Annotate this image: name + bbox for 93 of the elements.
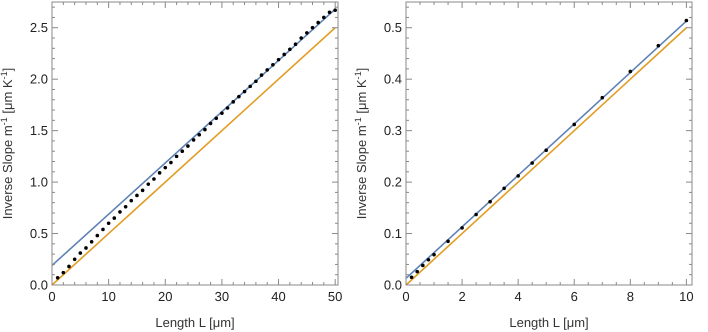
point [254, 79, 258, 84]
point [135, 194, 139, 198]
point [158, 171, 162, 175]
point [90, 240, 94, 244]
y-tick-label: 0.3 [384, 123, 402, 138]
y-tick-label: 0.2 [384, 174, 402, 190]
x-tick-label: 10 [679, 289, 694, 304]
point [84, 246, 88, 250]
y-tick-label: 0.0 [384, 278, 402, 292]
y-tick-label: 0.4 [384, 72, 402, 87]
point [231, 100, 236, 104]
point [294, 42, 298, 46]
point [415, 270, 420, 274]
point [322, 16, 326, 20]
x-axis-title: Length L [μm] [509, 315, 589, 330]
point [242, 90, 246, 94]
y-tick-label: 0.5 [384, 20, 402, 36]
point [600, 96, 604, 100]
x-tick-label: 50 [328, 289, 342, 304]
point [214, 116, 218, 120]
point [432, 252, 436, 256]
point [106, 221, 110, 226]
point [226, 106, 230, 110]
x-tick-label: 4 [514, 289, 522, 304]
point [152, 177, 156, 181]
point [271, 62, 275, 67]
point [488, 200, 492, 204]
point [288, 48, 292, 52]
y-tick-label: 1.5 [30, 123, 48, 138]
point [282, 52, 286, 56]
point [197, 132, 202, 137]
y-tick-label: 2.5 [30, 20, 48, 36]
point [310, 26, 314, 30]
point [112, 216, 116, 220]
point [656, 44, 660, 48]
x-tick-label: 0 [48, 289, 56, 304]
x-tick-label: 2 [458, 289, 466, 304]
point [124, 204, 128, 209]
point [516, 174, 520, 178]
point [572, 122, 576, 126]
point [276, 58, 280, 62]
x-tick-label: 40 [271, 289, 286, 304]
point [140, 188, 144, 192]
point [203, 128, 207, 132]
point [237, 94, 241, 98]
point [248, 84, 252, 88]
point [192, 138, 196, 142]
point [163, 166, 168, 170]
point [684, 18, 688, 22]
point [118, 210, 122, 214]
point [220, 111, 224, 115]
point [72, 257, 76, 262]
point [426, 258, 430, 262]
x-tick-label: 8 [626, 289, 634, 304]
point [67, 264, 71, 268]
x-tick-label: 30 [214, 289, 230, 304]
y-tick-label: 0.0 [30, 278, 48, 292]
point [78, 251, 82, 255]
point [101, 228, 105, 232]
x-tick-label: 6 [570, 289, 578, 304]
point [129, 198, 134, 202]
point [446, 239, 450, 244]
point [169, 160, 173, 164]
point [146, 182, 150, 186]
y-tick-label: 0.1 [384, 226, 402, 242]
point [544, 148, 548, 152]
point [421, 264, 425, 268]
point [628, 70, 632, 74]
point [96, 234, 100, 238]
point [316, 20, 320, 24]
point [186, 144, 190, 148]
point [460, 226, 464, 230]
point [260, 73, 264, 77]
y-tick-label: 0.5 [30, 226, 48, 242]
point [62, 270, 66, 274]
x-tick-label: 0 [402, 289, 410, 304]
point [174, 154, 178, 158]
y-tick-label: 1.0 [30, 174, 48, 190]
point [299, 36, 303, 40]
y-tick-label: 2.0 [30, 72, 48, 87]
point [180, 149, 184, 154]
point [530, 161, 534, 165]
x-tick-label: 20 [158, 289, 172, 304]
x-tick-label: 10 [101, 289, 116, 304]
x-axis-title: Length L [μm] [155, 315, 235, 330]
point [56, 276, 60, 280]
point [265, 68, 270, 72]
point [410, 275, 414, 280]
point [474, 212, 478, 216]
point [328, 10, 332, 14]
point [502, 186, 506, 190]
point [305, 31, 309, 35]
point [208, 122, 212, 126]
